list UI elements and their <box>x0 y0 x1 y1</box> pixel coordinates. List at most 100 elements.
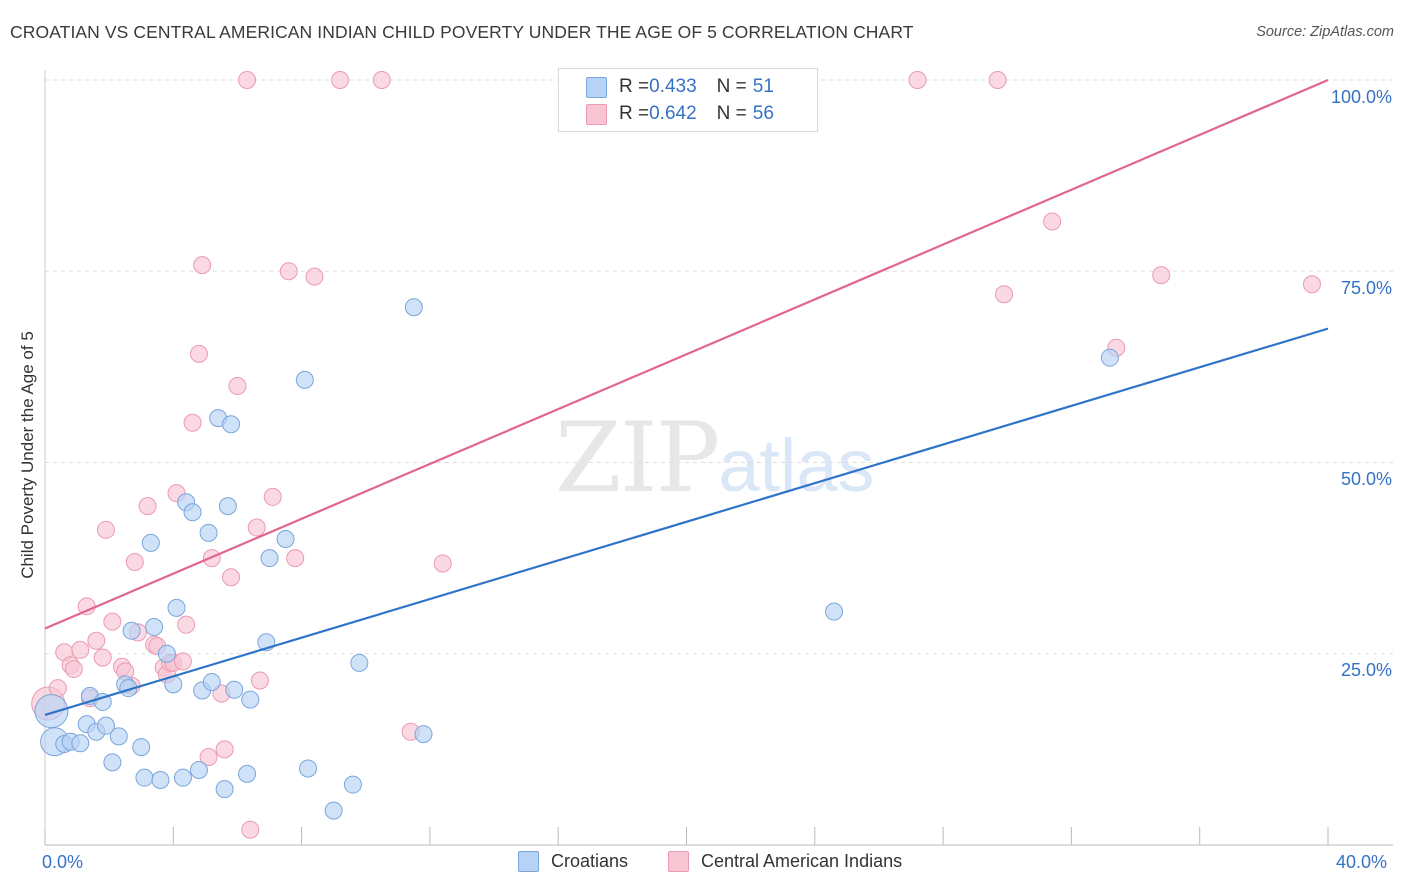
cai-point <box>177 615 196 634</box>
croatians-swatch <box>518 851 539 872</box>
series-croatians <box>34 298 1119 820</box>
cai-point <box>96 520 115 539</box>
cai-point <box>87 631 106 650</box>
cai-point <box>433 554 452 573</box>
cai-point <box>250 671 269 690</box>
watermark-atlas: atlas <box>718 424 875 507</box>
cai-point <box>222 568 241 587</box>
croatians-point <box>167 598 186 617</box>
cai-point <box>908 71 927 89</box>
croatians-point <box>189 761 208 780</box>
cai-point <box>48 679 67 698</box>
n-label: N = <box>716 103 747 124</box>
legend-label-central-american-indians: Central American Indians <box>701 851 903 871</box>
y-tick-label-50: 50.0% <box>1340 469 1392 489</box>
cai-point <box>372 71 391 89</box>
croatians-point <box>93 692 112 711</box>
cai-point <box>331 71 350 89</box>
croatians-point <box>825 602 844 621</box>
croatians-point <box>276 530 295 548</box>
cai-point <box>64 660 83 679</box>
cai-point <box>1152 266 1171 285</box>
cai-point <box>263 487 282 506</box>
cai-point <box>241 820 260 839</box>
croatians-point <box>295 370 314 389</box>
cai-point <box>199 748 218 767</box>
source-credit: Source: ZipAtlas.com <box>1256 24 1394 40</box>
y-tick-label-25: 25.0% <box>1340 660 1392 680</box>
croatians-point <box>103 753 122 772</box>
series-legend: Croatians Central American Indians <box>0 851 1406 877</box>
x-tick-label-max: 40.0% <box>1336 852 1388 872</box>
cai-swatch <box>586 103 607 125</box>
r-label: R = <box>619 103 650 124</box>
r-value: 0.433 <box>649 76 697 97</box>
r-value: 0.642 <box>649 103 697 124</box>
cai-point <box>193 256 212 275</box>
cai-point <box>305 267 324 286</box>
croatians-point <box>151 770 170 789</box>
cai-point <box>93 648 112 667</box>
legend-row-central-american-indians: R = 0.642 N = 56 <box>586 102 774 126</box>
legend-item-central-american-indians[interactable]: Central American Indians <box>668 851 902 872</box>
croatians-point <box>225 680 244 699</box>
trend-lines <box>44 78 1329 717</box>
cai-point <box>1302 275 1321 294</box>
croatians-point <box>414 725 433 744</box>
croatians-point <box>222 415 241 434</box>
n-label: N = <box>716 76 747 97</box>
r-label: R = <box>619 76 650 97</box>
legend-label-croatians: Croatians <box>551 851 629 871</box>
legend-item-croatians[interactable]: Croatians <box>518 851 628 872</box>
croatians-point <box>132 738 151 757</box>
cai-point <box>215 740 234 759</box>
cai-point <box>228 377 247 395</box>
cai-point <box>1043 212 1062 231</box>
croatians-point <box>199 523 218 542</box>
croatians-point <box>96 716 115 735</box>
cai-point <box>189 344 208 363</box>
cai-point <box>279 262 298 281</box>
croatians-point <box>343 775 362 794</box>
axes <box>44 70 1393 846</box>
croatians-point <box>34 694 69 729</box>
y-axis-label: Child Poverty Under the Age of 5 <box>18 331 37 579</box>
watermark: ZIPatlas <box>555 402 875 514</box>
cai-point <box>71 640 90 659</box>
croatians-point <box>299 759 318 778</box>
cai-point <box>286 549 305 568</box>
croatians-point <box>135 768 154 787</box>
croatians-point <box>173 768 192 787</box>
legend-row-croatians: R = 0.433 N = 51 <box>586 75 774 99</box>
series-central-american-indians <box>31 71 1321 839</box>
croatians-point <box>202 673 221 692</box>
croatians-point <box>157 644 176 663</box>
x-tick-label-min: 0.0% <box>42 852 84 872</box>
croatians-point <box>183 503 202 522</box>
cai-point <box>103 612 122 631</box>
y-tick-label-100: 100.0% <box>1330 87 1392 107</box>
n-value: 56 <box>752 103 774 124</box>
croatians-point <box>404 298 423 317</box>
croatians-point <box>241 690 260 709</box>
y-tick-label-75: 75.0% <box>1340 278 1392 298</box>
chart-title: CROATIAN VS CENTRAL AMERICAN INDIAN CHIL… <box>10 22 914 42</box>
cai-point <box>173 652 192 671</box>
croatians-point <box>260 549 279 568</box>
croatians-point <box>109 727 128 746</box>
croatians-point <box>215 780 234 799</box>
correlation-legend: R = 0.433 N = 51 R = 0.642 N = 56 <box>558 68 818 132</box>
cai-point <box>125 552 144 571</box>
croatians-point <box>71 734 90 753</box>
cai-swatch <box>668 851 689 872</box>
croatians-swatch <box>586 76 607 98</box>
cai-point <box>995 285 1014 304</box>
cai-point <box>238 71 257 89</box>
grid-lines <box>45 79 1393 655</box>
cai-point <box>988 71 1007 89</box>
croatians-trend-line <box>44 327 1329 717</box>
croatians-point <box>141 533 160 552</box>
cai-trend-line <box>44 78 1329 630</box>
croatians-point <box>350 653 369 672</box>
